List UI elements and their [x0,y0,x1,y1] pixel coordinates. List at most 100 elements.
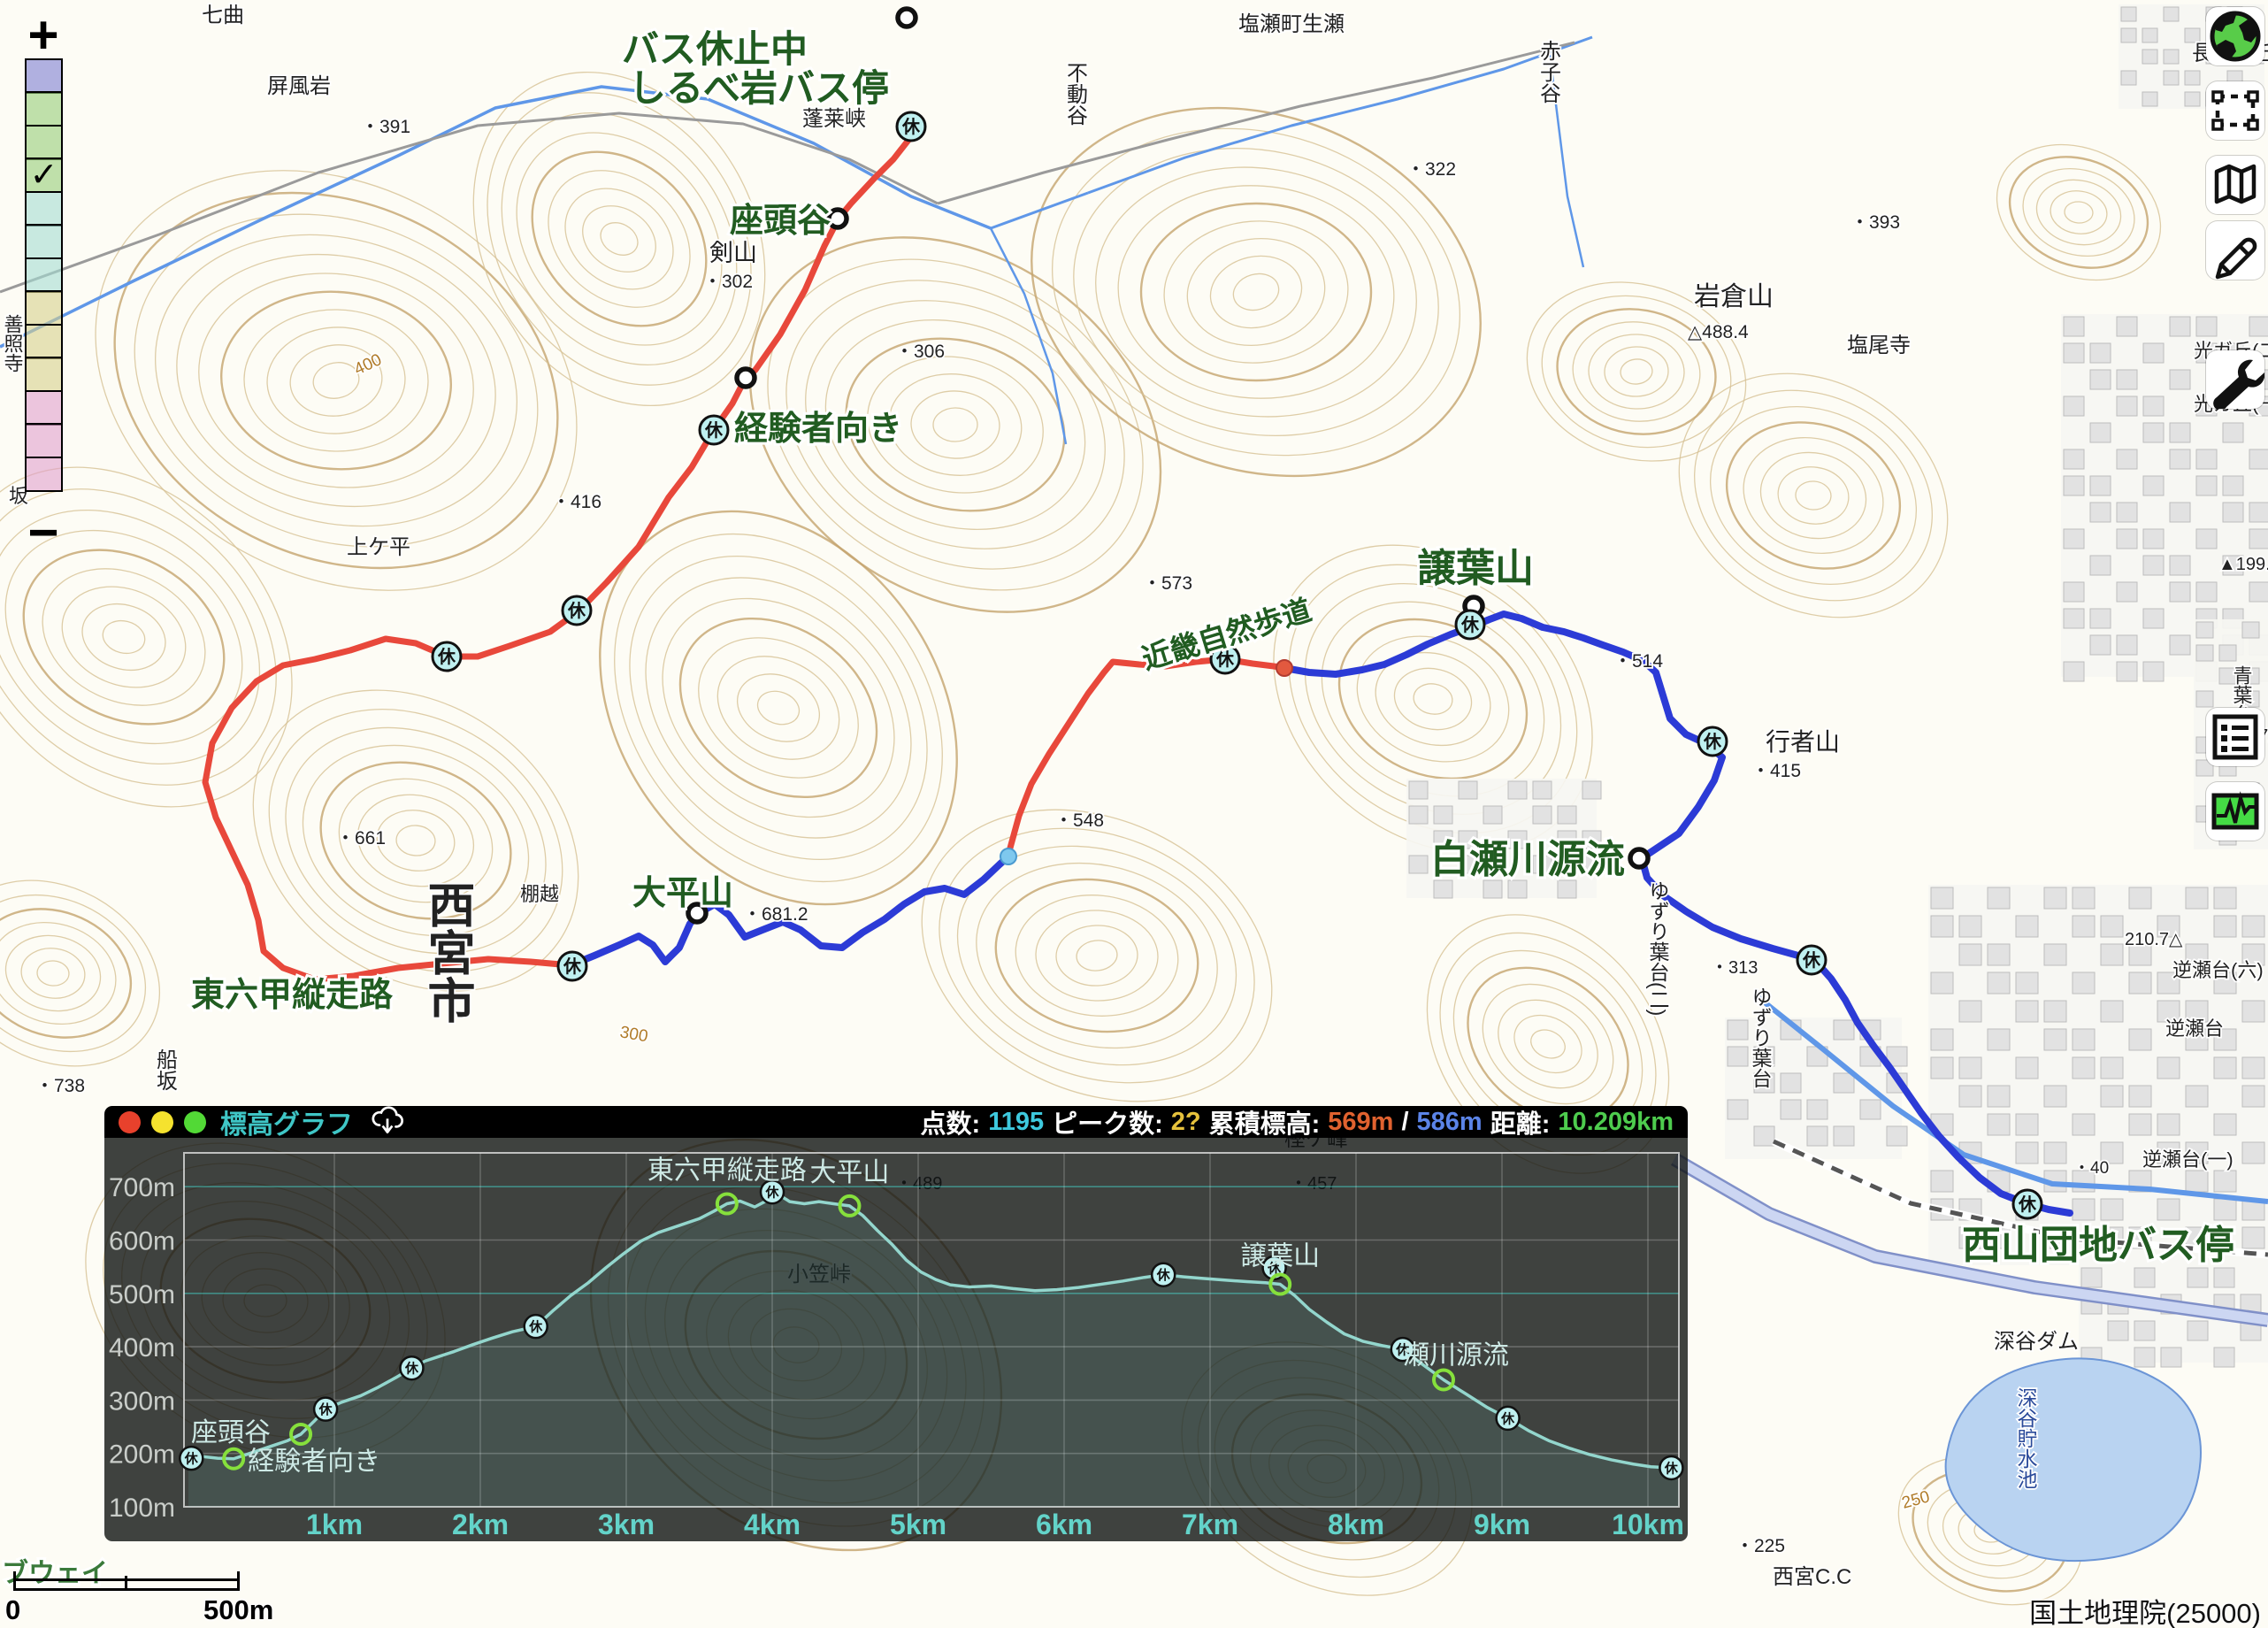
legend-swatch-3[interactable]: ✓ [25,157,63,193]
elevation-panel-header: 標高グラフ 点数: 1195 ピーク数: 2? 累積標高: 569m/586m 距離: 10.… [104,1103,1688,1140]
map-text: 塩尾寺 [1847,334,1911,357]
svg-text:休: 休 [2018,1194,2037,1215]
wrench-icon [2213,359,2264,409]
scale-bar-tick [125,1576,127,1591]
legend-swatch-7[interactable] [25,290,63,326]
select-area-button[interactable] [2206,81,2264,140]
map-select-button[interactable] [2206,156,2264,214]
map-text: 塩瀬町生瀬 [1238,12,1345,36]
legend-swatch-8[interactable] [25,323,63,359]
map-rest-badge[interactable]: 休 [1209,643,1241,675]
waypoint-dot[interactable] [1628,847,1651,870]
map-text: 不動谷 [1063,62,1088,126]
map-text: ・661 [336,828,386,849]
map-rest-badge[interactable]: 休 [698,414,730,446]
map-text: ・416 [552,492,601,512]
map-rest-badge[interactable]: 休 [561,595,593,626]
waypoint-dot[interactable] [826,207,849,230]
legend-swatch-1[interactable] [25,91,63,127]
map-text: 300 [618,1023,649,1046]
map-text: 蓬莱峡 [802,107,866,131]
route-label: 西山団地バス停 [1962,1224,2234,1267]
map-text: 善照寺 [2,314,24,372]
waypoint-dot[interactable] [734,366,757,389]
expand-button[interactable] [184,1110,206,1133]
stat-label: 距離: [1490,1110,1551,1139]
blue-track[interactable] [567,853,1012,969]
red-track[interactable] [202,131,916,983]
attribution: 国土地理院(25000) [2029,1598,2261,1628]
list-icon [2212,714,2258,760]
stat-label: 累積標高: [1208,1110,1321,1139]
map-rest-badge[interactable]: 休 [1697,726,1728,757]
stat-value: 586m [1416,1107,1483,1136]
route-label: 白瀬川源流 [1430,838,1625,881]
legend-swatch-12[interactable] [25,456,63,492]
svg-text:休: 休 [704,419,724,441]
close-button[interactable] [119,1110,141,1133]
svg-text:休: 休 [1802,949,1821,971]
route-label: バス休止中 [622,28,808,70]
route-list-button[interactable] [2206,708,2264,766]
map-text: ゆずり葉台(二) [1646,880,1670,1016]
map-text: ・573 [1143,573,1192,594]
map-text: 剣山 [709,240,757,266]
pencil-icon [2215,237,2257,280]
legend-swatch-11[interactable] [25,423,63,458]
red-track-2[interactable] [1006,656,1288,855]
stat-label: ピーク数: [1052,1110,1163,1139]
map-rest-badge[interactable]: 休 [431,641,463,672]
map-text: ・313 [1711,958,1758,978]
legend-swatch-4[interactable] [25,190,63,227]
minimize-button[interactable] [151,1110,173,1133]
map-text: 西宮市 [420,880,474,1024]
junction-dot[interactable] [1276,659,1293,677]
map-text: ▲199.2 [2218,555,2268,574]
junction-dot[interactable] [1000,848,1017,865]
track-stats: 点数: 1195 ピーク数: 2? 累積標高: 569m/586m 距離: 10.209km [921,1103,1674,1140]
map-text: 逆瀬台 [2165,1018,2224,1040]
globe-icon [2210,11,2261,62]
waypoint-dot[interactable] [895,6,918,29]
map-rest-badge[interactable]: 休 [895,111,927,142]
map-text: 船坂 [153,1048,178,1091]
map-rest-badge[interactable]: 休 [2011,1188,2043,1220]
map-text: ・40 [2073,1159,2109,1178]
map-rest-badge[interactable]: 休 [556,950,588,982]
legend-swatch-5[interactable] [25,224,63,259]
map-text: 岩倉山 [1694,282,1774,311]
route-label: ブウェイ [2,1558,108,1588]
zoom-in-button[interactable]: + [27,5,59,65]
waypoint-dot[interactable] [686,902,709,925]
map-text: ・322 [1406,159,1456,180]
stat-value: 10.209km [1558,1107,1674,1136]
folded-map-icon [2214,164,2257,204]
panel-title: 標高グラフ [220,1110,353,1140]
map-text: △488.4 [1688,322,1749,342]
map-text: 250 [1900,1487,1932,1512]
route-label: 経験者向き [734,411,902,448]
zoom-out-button[interactable]: − [27,503,59,562]
legend-swatch-2[interactable] [25,124,63,160]
map-text: ・514 [1613,651,1663,672]
download-button[interactable] [369,1106,406,1138]
globe-button[interactable] [2206,7,2264,65]
legend-swatch-0[interactable] [25,58,63,94]
map-text: ・391 [361,117,410,137]
svg-text:休: 休 [437,646,456,667]
legend-swatch-10[interactable] [25,389,63,426]
elevation-graph-button[interactable] [2206,782,2264,841]
route-label: 大平山 [632,875,733,912]
map-rest-badge[interactable]: 休 [1796,944,1827,976]
roads [0,41,2268,1327]
draw-button[interactable] [2206,221,2264,280]
legend-swatch-6[interactable] [25,257,63,293]
scale-bar-tick [13,1571,16,1591]
map-text: ・738 [35,1076,85,1096]
legend-swatch-9[interactable] [25,357,63,392]
map-text: ・681.2 [743,904,808,925]
settings-button[interactable] [2206,350,2264,409]
scale-label-end: 500m [203,1594,274,1625]
map-rest-badge[interactable]: 休 [1454,609,1486,641]
